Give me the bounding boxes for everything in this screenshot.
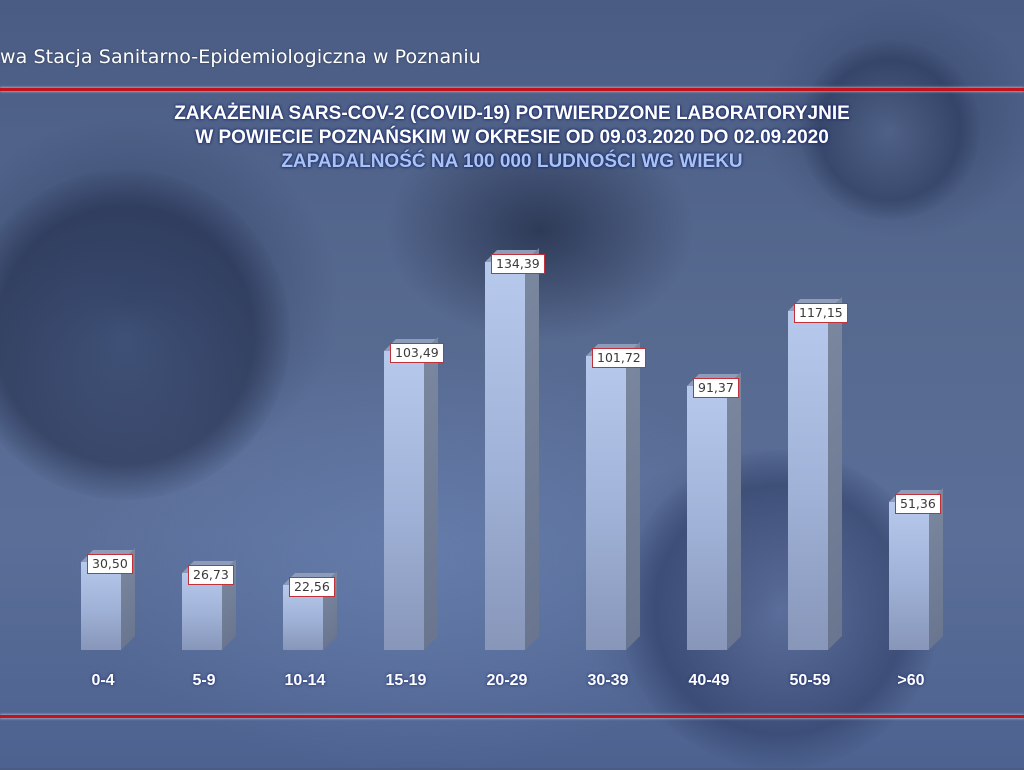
bar-front-face	[182, 573, 222, 650]
value-label: 30,50	[87, 554, 133, 574]
chart-title-line-2: W POWIECIE POZNAŃSKIM W OKRESIE OD 09.03…	[195, 127, 829, 148]
category-label: 20-29	[486, 672, 528, 689]
bar-04	[81, 548, 135, 650]
category-label: >60	[897, 672, 925, 689]
category-label: 15-19	[385, 672, 427, 689]
category-label: 10-14	[284, 672, 326, 689]
bar-1519	[384, 337, 438, 650]
chart-subtitle: ZAPADALNOŚĆ NA 100 000 LUDNOŚCI WG WIEKU	[281, 151, 743, 172]
value-label: 117,15	[794, 303, 848, 323]
value-label: 91,37	[693, 378, 739, 398]
value-label: 26,73	[188, 565, 234, 585]
value-label: 51,36	[895, 494, 941, 514]
bar-front-face	[81, 562, 121, 650]
bar-front-face	[788, 311, 828, 650]
value-label: 103,49	[390, 343, 444, 363]
category-label: 30-39	[587, 672, 629, 689]
bar-4049	[687, 372, 741, 650]
bar-59	[182, 559, 236, 650]
top-divider	[0, 88, 1024, 91]
value-label: 22,56	[289, 577, 335, 597]
category-label: 5-9	[192, 672, 216, 689]
value-label: 101,72	[592, 348, 646, 368]
chart-title-line-1: ZAKAŻENIA SARS-COV-2 (COVID-19) POTWIERD…	[174, 103, 850, 124]
bar-front-face	[485, 262, 525, 650]
organization-name: wa Stacja Sanitarno-Epidemiologiczna w P…	[0, 46, 481, 68]
bar-60	[889, 488, 943, 650]
bar-front-face	[687, 386, 727, 650]
bottom-divider	[0, 715, 1024, 718]
bar-side-face	[828, 297, 842, 650]
bar-front-face	[586, 356, 626, 650]
bar-side-face	[424, 337, 438, 650]
value-label: 134,39	[491, 254, 545, 274]
bar-front-face	[384, 351, 424, 650]
bar-front-face	[889, 502, 929, 650]
bar-5059	[788, 297, 842, 650]
bar-side-face	[525, 248, 539, 650]
bar-side-face	[626, 342, 640, 650]
category-label: 0-4	[91, 672, 115, 689]
category-label: 50-59	[789, 672, 831, 689]
bar-3039	[586, 342, 640, 650]
bar-side-face	[727, 372, 741, 650]
background-virus-shape	[0, 170, 290, 500]
category-label: 40-49	[688, 672, 730, 689]
bar-2029	[485, 248, 539, 650]
